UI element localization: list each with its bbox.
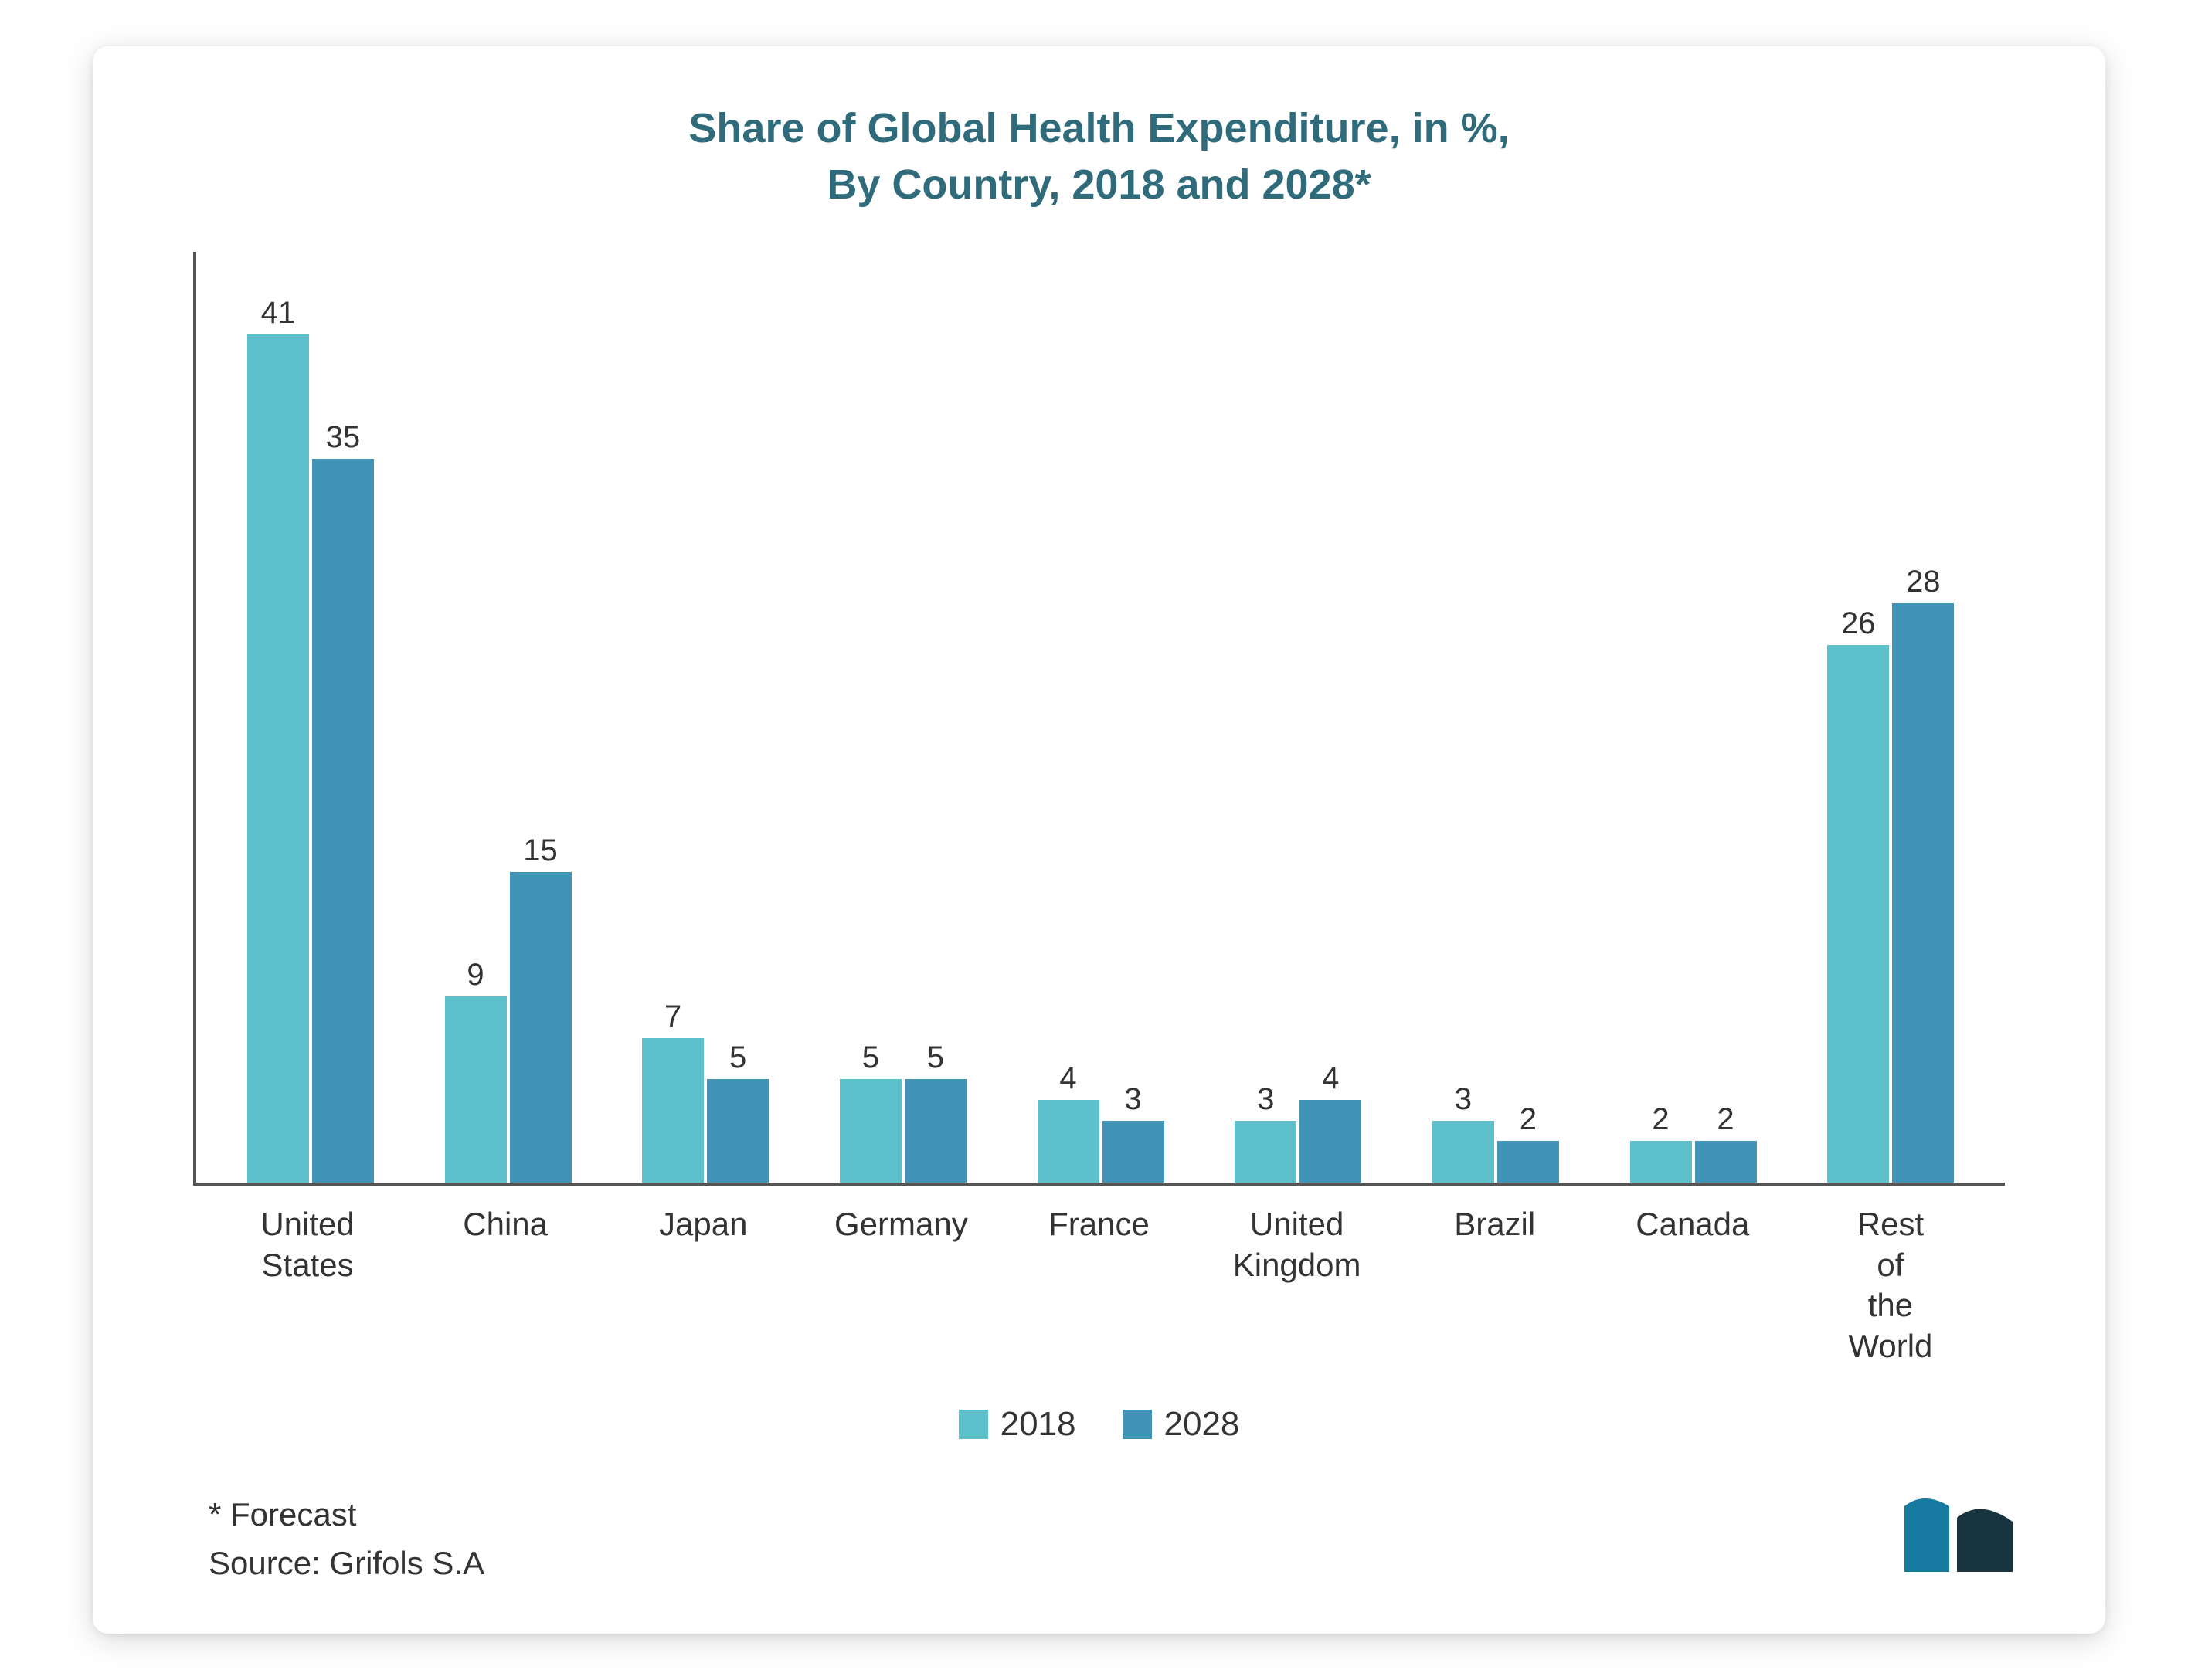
bar: 3 [1432,1121,1494,1183]
bar-value-label: 7 [664,1000,681,1034]
bar-value-label: 15 [523,833,558,868]
bar-value-label: 9 [467,958,484,993]
bar: 2 [1630,1141,1692,1183]
bar-plot: 41359157555433432222628 [193,252,2005,1186]
bar: 15 [510,872,572,1183]
x-axis-label: RestoftheWorld [1792,1204,1989,1366]
bar: 5 [905,1079,967,1183]
bar-group: 43 [1002,252,1200,1183]
bar: 35 [312,459,374,1183]
bar: 4 [1299,1100,1361,1183]
bar-group: 34 [1199,252,1397,1183]
bar-value-label: 4 [1322,1061,1339,1096]
x-axis-label: UnitedKingdom [1198,1204,1396,1366]
bar-group: 55 [804,252,1002,1183]
chart-title-line1: Share of Global Health Expenditure, in %… [162,100,2036,157]
bar-value-label: 41 [261,296,296,331]
bar-value-label: 3 [1257,1082,1274,1117]
chart-title: Share of Global Health Expenditure, in %… [162,100,2036,213]
bar: 41 [247,334,309,1183]
bar: 3 [1235,1121,1296,1183]
legend-item: 2028 [1123,1405,1240,1444]
legend: 2018 2028 [162,1405,2036,1444]
bar-value-label: 2 [1520,1102,1537,1137]
bar-value-label: 35 [326,420,361,455]
bar-value-label: 26 [1841,606,1876,641]
bar-value-label: 28 [1906,565,1941,599]
legend-label: 2028 [1164,1405,1240,1444]
footnote: * Forecast Source: Grifols S.A [209,1490,2036,1587]
chart-title-line2: By Country, 2018 and 2028* [162,157,2036,213]
bar: 2 [1497,1141,1559,1183]
bar: 28 [1892,603,1954,1183]
footnote-source: Source: Grifols S.A [209,1539,2036,1587]
x-axis-label: China [406,1204,604,1366]
bar-value-label: 3 [1124,1082,1141,1117]
bar: 9 [445,996,507,1183]
bar: 7 [642,1038,704,1183]
bar: 2 [1695,1141,1757,1183]
bar-group: 32 [1397,252,1595,1183]
bar-value-label: 2 [1652,1102,1669,1137]
x-axis-label: Japan [604,1204,802,1366]
legend-swatch [1123,1410,1152,1439]
bar-group: 915 [409,252,607,1183]
chart-card: Share of Global Health Expenditure, in %… [93,46,2105,1634]
footnote-forecast: * Forecast [209,1490,2036,1539]
x-axis-label: Canada [1594,1204,1792,1366]
legend-label: 2018 [1000,1405,1076,1444]
legend-item: 2018 [959,1405,1076,1444]
x-axis-label: Germany [802,1204,1000,1366]
bar: 4 [1038,1100,1099,1183]
bar: 26 [1827,645,1889,1183]
legend-swatch [959,1410,988,1439]
x-axis-label: UnitedStates [209,1204,406,1366]
x-axis-labels: UnitedStatesChinaJapanGermanyFranceUnite… [193,1204,2005,1366]
brand-logo-icon [1897,1487,2020,1572]
bar: 5 [707,1079,769,1183]
bar-group: 22 [1595,252,1792,1183]
bar-group: 4135 [212,252,409,1183]
bar: 3 [1102,1121,1164,1183]
bar-value-label: 3 [1455,1082,1472,1117]
bar-value-label: 2 [1717,1102,1734,1137]
bar-group: 75 [606,252,804,1183]
bar-value-label: 5 [862,1040,879,1075]
bar-value-label: 5 [927,1040,944,1075]
bar-value-label: 4 [1059,1061,1076,1096]
x-axis-label: Brazil [1396,1204,1594,1366]
x-axis-label: France [1000,1204,1198,1366]
bar-value-label: 5 [729,1040,746,1075]
bar-group: 2628 [1792,252,1989,1183]
plot-area: 41359157555433432222628 UnitedStatesChin… [162,252,2036,1444]
bar: 5 [840,1079,902,1183]
